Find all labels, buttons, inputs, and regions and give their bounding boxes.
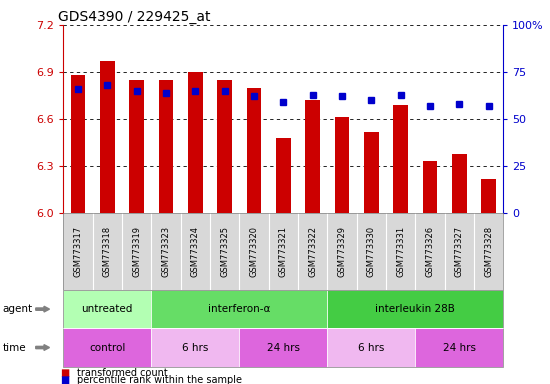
- Bar: [305, 100, 320, 213]
- Bar: [364, 132, 378, 213]
- Text: time: time: [3, 343, 26, 353]
- Bar: [422, 161, 437, 213]
- Text: GDS4390 / 229425_at: GDS4390 / 229425_at: [58, 10, 210, 23]
- Bar: [276, 138, 290, 213]
- Text: interleukin 28B: interleukin 28B: [375, 304, 455, 314]
- Text: GSM773322: GSM773322: [308, 226, 317, 277]
- Text: ■: ■: [60, 375, 70, 384]
- Text: percentile rank within the sample: percentile rank within the sample: [77, 375, 242, 384]
- Bar: [481, 179, 496, 213]
- Text: 24 hrs: 24 hrs: [267, 343, 300, 353]
- Text: GSM773321: GSM773321: [279, 226, 288, 277]
- Text: 24 hrs: 24 hrs: [443, 343, 476, 353]
- Text: GSM773329: GSM773329: [337, 226, 346, 277]
- Text: GSM773331: GSM773331: [396, 226, 405, 277]
- Text: GSM773328: GSM773328: [484, 226, 493, 277]
- Text: 6 hrs: 6 hrs: [358, 343, 384, 353]
- Text: GSM773317: GSM773317: [73, 226, 82, 277]
- Text: transformed count: transformed count: [77, 368, 168, 378]
- Bar: [452, 154, 466, 213]
- Bar: [70, 75, 85, 213]
- Text: GSM773319: GSM773319: [132, 226, 141, 277]
- Bar: [129, 80, 144, 213]
- Bar: [158, 80, 173, 213]
- Text: GSM773325: GSM773325: [220, 226, 229, 277]
- Text: interferon-α: interferon-α: [208, 304, 271, 314]
- Text: GSM773324: GSM773324: [191, 226, 200, 277]
- Bar: [246, 88, 261, 213]
- Text: GSM773330: GSM773330: [367, 226, 376, 277]
- Bar: [188, 72, 202, 213]
- Text: GSM773327: GSM773327: [455, 226, 464, 277]
- Text: ■: ■: [60, 368, 70, 378]
- Text: agent: agent: [3, 304, 33, 314]
- Text: 6 hrs: 6 hrs: [182, 343, 208, 353]
- Text: untreated: untreated: [81, 304, 133, 314]
- Text: GSM773323: GSM773323: [161, 226, 170, 277]
- Bar: [100, 61, 114, 213]
- Text: GSM773318: GSM773318: [103, 226, 112, 277]
- Text: GSM773326: GSM773326: [425, 226, 435, 277]
- Text: control: control: [89, 343, 125, 353]
- Bar: [393, 105, 408, 213]
- Bar: [334, 118, 349, 213]
- Text: GSM773320: GSM773320: [249, 226, 258, 277]
- Bar: [217, 80, 232, 213]
